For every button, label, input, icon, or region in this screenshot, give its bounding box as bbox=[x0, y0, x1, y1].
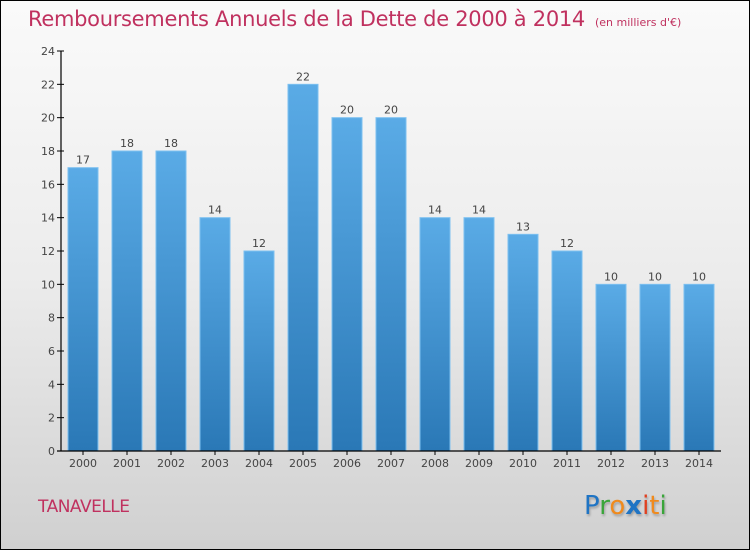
bar-value-label: 10 bbox=[604, 270, 618, 283]
bar-value-label: 18 bbox=[164, 137, 178, 150]
x-tick-label: 2012 bbox=[597, 457, 625, 470]
x-tick-label: 2008 bbox=[421, 457, 449, 470]
x-tick-label: 2004 bbox=[245, 457, 273, 470]
x-tick-label: 2002 bbox=[157, 457, 185, 470]
proxiti-logo[interactable]: Proxiti bbox=[584, 491, 667, 521]
x-tick-label: 2014 bbox=[685, 457, 713, 470]
x-tick-label: 2011 bbox=[553, 457, 581, 470]
bar-2013 bbox=[639, 283, 671, 452]
x-tick-label: 2003 bbox=[201, 457, 229, 470]
y-tick-label: 2 bbox=[48, 412, 55, 425]
bar-value-label: 14 bbox=[472, 204, 486, 217]
bar-value-label: 13 bbox=[516, 220, 530, 233]
x-tick-label: 2000 bbox=[69, 457, 97, 470]
y-tick-label: 14 bbox=[41, 212, 55, 225]
x-tick-label: 2009 bbox=[465, 457, 493, 470]
chart-title-text: Remboursements Annuels de la Dette de 20… bbox=[28, 7, 585, 31]
x-tick-label: 2010 bbox=[509, 457, 537, 470]
x-tick-label: 2001 bbox=[113, 457, 141, 470]
logo-letter: r bbox=[599, 491, 610, 521]
bar-2000 bbox=[67, 167, 99, 452]
bar-value-label: 12 bbox=[560, 237, 574, 250]
bar-value-label: 14 bbox=[428, 204, 442, 217]
chart-unit: (en milliers d'€) bbox=[595, 16, 682, 29]
bar-value-label: 17 bbox=[76, 154, 90, 167]
bar-2003 bbox=[199, 217, 231, 452]
bar-2004 bbox=[243, 250, 275, 452]
x-tick-label: 2013 bbox=[641, 457, 669, 470]
logo-letter: t bbox=[649, 491, 660, 521]
bar-value-label: 22 bbox=[296, 70, 310, 83]
bar-2006 bbox=[331, 117, 363, 452]
y-tick-label: 10 bbox=[41, 278, 55, 291]
y-tick-label: 22 bbox=[41, 78, 55, 91]
bar-value-label: 20 bbox=[340, 104, 354, 117]
commune-name: TANAVELLE bbox=[38, 497, 130, 517]
bar-value-label: 10 bbox=[692, 270, 706, 283]
bar-value-label: 10 bbox=[648, 270, 662, 283]
x-tick-label: 2007 bbox=[377, 457, 405, 470]
bar-value-label: 18 bbox=[120, 137, 134, 150]
y-tick-label: 20 bbox=[41, 112, 55, 125]
bar-2002 bbox=[155, 150, 187, 452]
bar-2008 bbox=[419, 217, 451, 452]
y-tick-label: 12 bbox=[41, 245, 55, 258]
logo-letter: i bbox=[659, 491, 667, 521]
logo-letter: i bbox=[642, 491, 650, 521]
bar-2011 bbox=[551, 250, 583, 452]
logo-letter: o bbox=[609, 491, 626, 521]
bar-value-label: 12 bbox=[252, 237, 266, 250]
bar-value-label: 20 bbox=[384, 104, 398, 117]
logo-letter: P bbox=[584, 491, 600, 521]
bars-group: 17 18 18 14 12 22 20 20 14 14 13 12 10 10 10 bbox=[67, 70, 715, 452]
bar-2012 bbox=[595, 283, 627, 452]
axes-group: 2000 2001 2002 2003 2004 2005 2006 2007 2008 2009… bbox=[41, 45, 721, 470]
bar-2009 bbox=[463, 217, 495, 452]
y-tick-label: 18 bbox=[41, 145, 55, 158]
x-tick-label: 2006 bbox=[333, 457, 361, 470]
y-tick-label: 6 bbox=[48, 345, 55, 358]
bar-2005 bbox=[287, 83, 319, 452]
y-tick-label: 4 bbox=[48, 378, 55, 391]
y-tick-label: 8 bbox=[48, 312, 55, 325]
y-tick-label: 24 bbox=[41, 45, 55, 58]
bar-2014 bbox=[683, 283, 715, 452]
bar-2007 bbox=[375, 117, 407, 452]
x-tick-label: 2005 bbox=[289, 457, 317, 470]
y-tick-label: 16 bbox=[41, 178, 55, 191]
chart-title: Remboursements Annuels de la Dette de 20… bbox=[28, 7, 681, 31]
bar-value-label: 14 bbox=[208, 204, 222, 217]
y-tick-label: 0 bbox=[48, 445, 55, 458]
bar-2010 bbox=[507, 233, 539, 452]
bar-2001 bbox=[111, 150, 143, 452]
logo-letter: x bbox=[625, 491, 643, 521]
